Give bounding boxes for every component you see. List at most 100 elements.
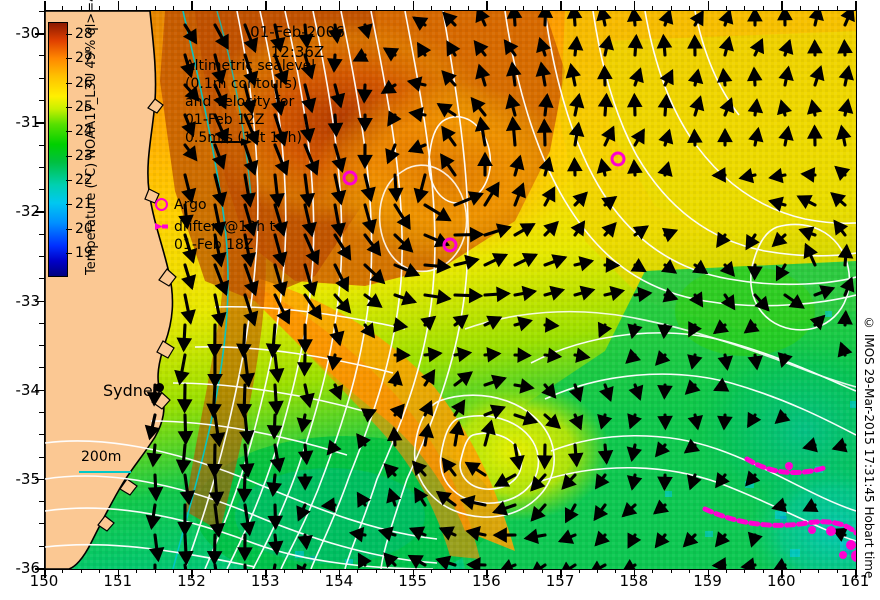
x-top-tick — [541, 6, 543, 10]
colorbar-tick — [66, 58, 72, 60]
description-text: Altimetric sealevel (0.1m contours) and … — [185, 58, 316, 146]
y-tick — [35, 122, 44, 124]
x-tick-label: 157 — [545, 572, 575, 590]
x-minor-tick — [283, 569, 285, 573]
y-tick-label: -34 — [15, 380, 41, 399]
x-minor-tick — [725, 569, 727, 573]
x-top-tick — [615, 6, 617, 10]
y-tick-label: -30 — [15, 24, 41, 43]
map-legend: Argo drifters@12h to 01-Feb 18Z — [155, 196, 284, 254]
x-minor-tick — [302, 569, 304, 573]
x-tick-label: 161 — [840, 572, 870, 590]
y-tick-label: -36 — [15, 559, 41, 577]
x-minor-tick — [357, 569, 359, 573]
colorbar-tick — [66, 228, 72, 230]
x-tick — [117, 569, 120, 578]
colorbar-tick-label: 19 — [75, 245, 93, 262]
argo-float-marker — [610, 151, 626, 167]
x-tick — [781, 569, 783, 578]
x-minor-tick — [799, 569, 801, 573]
x-tick — [338, 569, 341, 578]
x-tick — [412, 569, 415, 578]
x-minor-tick — [375, 569, 377, 573]
x-top-tick — [357, 6, 359, 10]
argo-circle-icon — [155, 198, 168, 211]
x-top-tick — [762, 6, 764, 10]
colorbar-title: Temperature (°C) NOAA17_L3U 49% ql>=4 — [84, 0, 99, 275]
x-minor-tick — [80, 569, 82, 573]
x-top-tick — [578, 6, 580, 10]
y-minor-tick — [39, 144, 44, 146]
x-top-tick — [449, 6, 451, 10]
x-top-tick — [191, 1, 193, 10]
x-tick-label: 158 — [619, 572, 649, 590]
argo-float-marker — [342, 170, 358, 186]
colorbar-tick — [66, 180, 72, 182]
x-top-tick — [412, 1, 415, 10]
colorbar-tick-label: 20 — [75, 220, 93, 237]
x-top-tick — [320, 6, 322, 10]
x-top-tick — [431, 6, 433, 10]
x-minor-tick — [578, 569, 580, 573]
x-minor-tick — [467, 569, 469, 573]
x-top-tick — [523, 6, 525, 10]
x-tick-label: 153 — [250, 572, 280, 590]
drifter-arrow-icon — [155, 223, 168, 230]
drifter-legend-label: drifters@12h to 01-Feb 18Z — [174, 219, 284, 253]
x-minor-tick — [449, 569, 451, 573]
x-minor-tick — [818, 569, 820, 573]
x-tick — [560, 569, 562, 578]
x-tick — [44, 569, 46, 578]
y-minor-tick — [39, 278, 44, 280]
x-top-tick — [467, 6, 469, 10]
y-minor-tick — [39, 523, 44, 525]
x-top-tick — [652, 6, 654, 10]
x-top-tick — [799, 6, 801, 10]
colorbar-tick — [66, 34, 72, 36]
x-top-tick — [136, 6, 138, 10]
x-minor-tick — [320, 569, 322, 573]
colorbar-tick-label: 21 — [75, 196, 93, 213]
x-top-tick — [689, 6, 691, 10]
x-minor-tick — [596, 569, 598, 573]
x-top-tick — [560, 1, 562, 10]
y-minor-tick — [39, 456, 44, 458]
y-minor-tick — [39, 322, 44, 324]
y-tick — [35, 568, 44, 570]
y-tick-label: -35 — [15, 469, 41, 488]
x-minor-tick — [836, 569, 838, 573]
x-top-tick — [338, 1, 341, 10]
x-tick-label: 154 — [324, 572, 354, 590]
x-minor-tick — [228, 569, 230, 573]
colorbar-tick — [66, 155, 72, 157]
x-tick-label: 152 — [177, 572, 206, 590]
x-tick-label: 159 — [693, 572, 722, 590]
colorbar-tick-label: 24 — [75, 123, 93, 140]
x-minor-tick — [173, 569, 175, 573]
x-tick — [265, 569, 267, 578]
x-top-tick — [486, 1, 488, 10]
x-top-tick — [209, 6, 211, 10]
city-label-sydney: Sydney — [103, 381, 163, 400]
timestamp-block: 01-Feb-2006 12:36Z — [225, 22, 370, 62]
x-tick — [855, 569, 857, 578]
scale-arrow-icon — [211, 138, 252, 146]
x-top-tick — [707, 1, 710, 10]
x-top-tick — [670, 6, 672, 10]
y-tick-label: -33 — [15, 291, 41, 310]
city-marker-sydney — [155, 383, 164, 392]
colorbar-tick — [66, 107, 72, 109]
y-minor-tick — [39, 501, 44, 503]
x-minor-tick — [615, 569, 617, 573]
date-label: 01-Feb-2006 — [250, 23, 345, 41]
x-minor-tick — [209, 569, 211, 573]
map-plot-area[interactable]: 01-Feb-2006 12:36Z Altimetric sealevel (… — [44, 10, 857, 570]
x-top-tick — [117, 1, 120, 10]
y-minor-tick — [39, 256, 44, 258]
y-tick — [35, 211, 44, 213]
x-minor-tick — [246, 569, 248, 573]
x-top-tick — [596, 6, 598, 10]
sst-raster-layer — [45, 11, 856, 569]
x-top-tick — [744, 6, 746, 10]
temperature-colorbar[interactable] — [48, 22, 68, 277]
